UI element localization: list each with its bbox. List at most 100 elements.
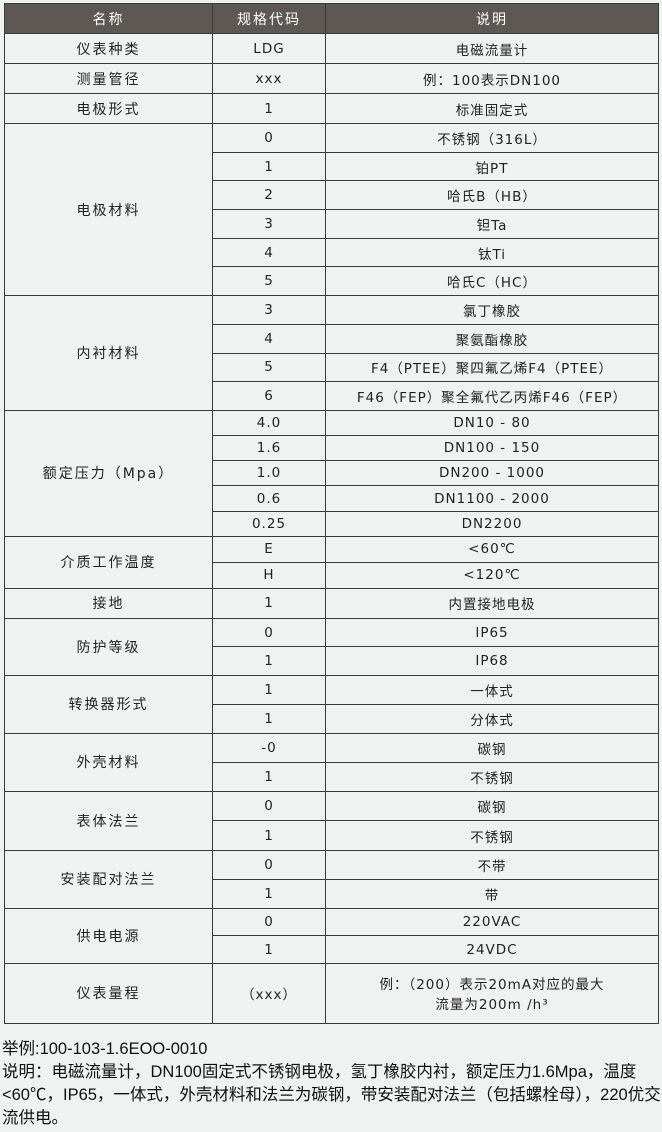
spec-code: E [212,535,326,563]
spec-name: 介质工作温度 [4,535,213,589]
example-explanation: 说明：电磁流量计，DN100固定式不锈钢电极，氢丁橡胶内衬，额定压力1.6Mpa… [2,1063,661,1127]
spec-description: F46（FEP）聚全氟代乙丙烯F46（FEP） [325,381,659,411]
spec-description: 分体式 [325,703,659,734]
spec-name: 电极材料 [4,122,213,297]
spec-code: 0 [212,617,326,648]
spec-table: 名称 规格代码 说明 仪表种类 LDG 电磁流量计 测量管径 xxx 例：100表示DN1… [4,3,659,1024]
example-code: 举例:100-103-1.6EOO-0010 [2,1040,208,1058]
header-name: 名称 [4,3,213,34]
spec-name: 表体法兰 [4,790,213,851]
spec-description: DN100 - 150 [325,435,659,462]
spec-description: DN1100 - 2000 [325,485,659,512]
table-row: 介质工作温度 E <60℃ [4,535,659,589]
spec-code: 1 [212,587,326,619]
spec-code: 3 [212,295,326,325]
table-row: 3 钽Ta [5,209,659,239]
spec-code: 5 [212,352,326,383]
spec-code: xxx [212,63,326,94]
spec-name: 仪表量程 [4,962,213,1024]
spec-description: 一体式 [325,674,659,705]
spec-description: 电磁流量计 [325,33,659,64]
table-row: 1 不锈钢 [5,761,659,792]
spec-description: 带 [325,878,659,909]
spec-code: 0 [212,849,326,880]
spec-code: 1 [212,646,326,676]
table-row: 供电电源 0 220VAC [4,907,659,964]
spec-code: 1.0 [212,460,326,487]
spec-description: DN10 - 80 [325,409,659,437]
table-row: 仪表量程 （xxx） 例：（200）表示20mA对应的最大 流量为200m /h³ [4,962,659,1024]
spec-code: 3 [212,209,326,239]
spec-code: 4 [212,323,326,354]
spec-description: 铂PT [325,151,659,182]
spec-description: 24VDC [325,935,659,964]
table-row: 2 哈氏B（HB） [5,180,659,211]
spec-description: 碳钢 [325,732,659,763]
spec-code: 0.25 [212,510,326,537]
spec-code: -0 [212,732,326,763]
spec-code: H [212,561,326,589]
spec-description: 钽Ta [325,209,659,239]
spec-description: 氯丁橡胶 [325,295,659,325]
spec-description: 不锈钢（316L） [325,123,659,153]
spec-description: 内置接地电极 [325,587,659,619]
table-row: 电极形式 1 标准固定式 [4,93,659,124]
spec-description: 哈氏C（HC） [325,266,659,297]
spec-name: 安装配对法兰 [4,849,213,909]
spec-description: 例：（200）表示20mA对应的最大 流量为200m /h³ [325,962,659,1024]
table-row: 4 聚氨酯橡胶 [5,323,659,354]
spec-code: 1 [212,703,326,734]
table-row: 1 24VDC [5,935,659,964]
spec-description: DN2200 [325,510,659,537]
spec-description: DN200 - 1000 [325,460,659,487]
table-row: 表体法兰 0 碳钢 [4,790,659,851]
spec-code: 0 [212,907,326,937]
spec-name: 额定压力（Mpa） [4,409,213,537]
spec-code: 4 [212,237,326,268]
spec-description: 不带 [325,849,659,880]
spec-code: 2 [212,180,326,211]
table-row: 接地 1 内置接地电极 [4,587,659,619]
spec-description: <60℃ [325,535,659,563]
table-row: 0.6 DN1100 - 2000 [5,485,659,512]
notes: 举例:100-103-1.6EOO-0010 说明：电磁流量计，DN100固定式… [2,1038,662,1130]
table-row: 内衬材料 3 氯丁橡胶 [4,295,659,411]
spec-description: IP65 [325,617,659,648]
spec-code: 0 [212,123,326,153]
spec-name: 电极形式 [4,93,213,124]
spec-code: 1 [212,878,326,909]
spec-name: 防护等级 [4,617,213,676]
table-row: 1 IP68 [5,646,659,676]
table-row: H <120℃ [5,561,659,589]
table-row: 测量管径 xxx 例：100表示DN100 [4,63,659,94]
header-desc: 说明 [325,3,659,34]
table-row: 5 F4（PTEE）聚四氟乙烯F4（PTEE） [5,352,659,383]
spec-description: 碳钢 [325,790,659,822]
spec-description: 标准固定式 [325,93,659,124]
spec-name: 内衬材料 [4,295,213,411]
spec-code: 1 [212,151,326,182]
table-row: 外壳材料 -0 碳钢 [4,732,659,792]
header-code: 规格代码 [212,3,326,34]
spec-code: 6 [212,381,326,411]
spec-code: 0.6 [212,485,326,512]
spec-name: 仪表种类 [4,33,213,64]
spec-code: 1 [212,93,326,124]
spec-description: 哈氏B（HB） [325,180,659,211]
spec-name: 转换器形式 [4,674,213,734]
spec-code: 1 [212,761,326,792]
spec-description: 220VAC [325,907,659,937]
table-row: 电极材料 0 不锈钢（316L） [4,122,659,297]
table-row: 5 哈氏C（HC） [5,266,659,297]
spec-name: 接地 [4,587,213,619]
spec-description: 钛Ti [325,237,659,268]
table-row: 4 钛Ti [5,237,659,268]
spec-description: 不锈钢 [325,761,659,792]
table-row: 仪表种类 LDG 电磁流量计 [4,33,659,64]
spec-code: LDG [212,33,326,64]
spec-code: 1 [212,935,326,964]
spec-code: 1 [212,820,326,851]
table-row: 防护等级 0 IP65 [4,617,659,676]
spec-description: <120℃ [325,561,659,589]
